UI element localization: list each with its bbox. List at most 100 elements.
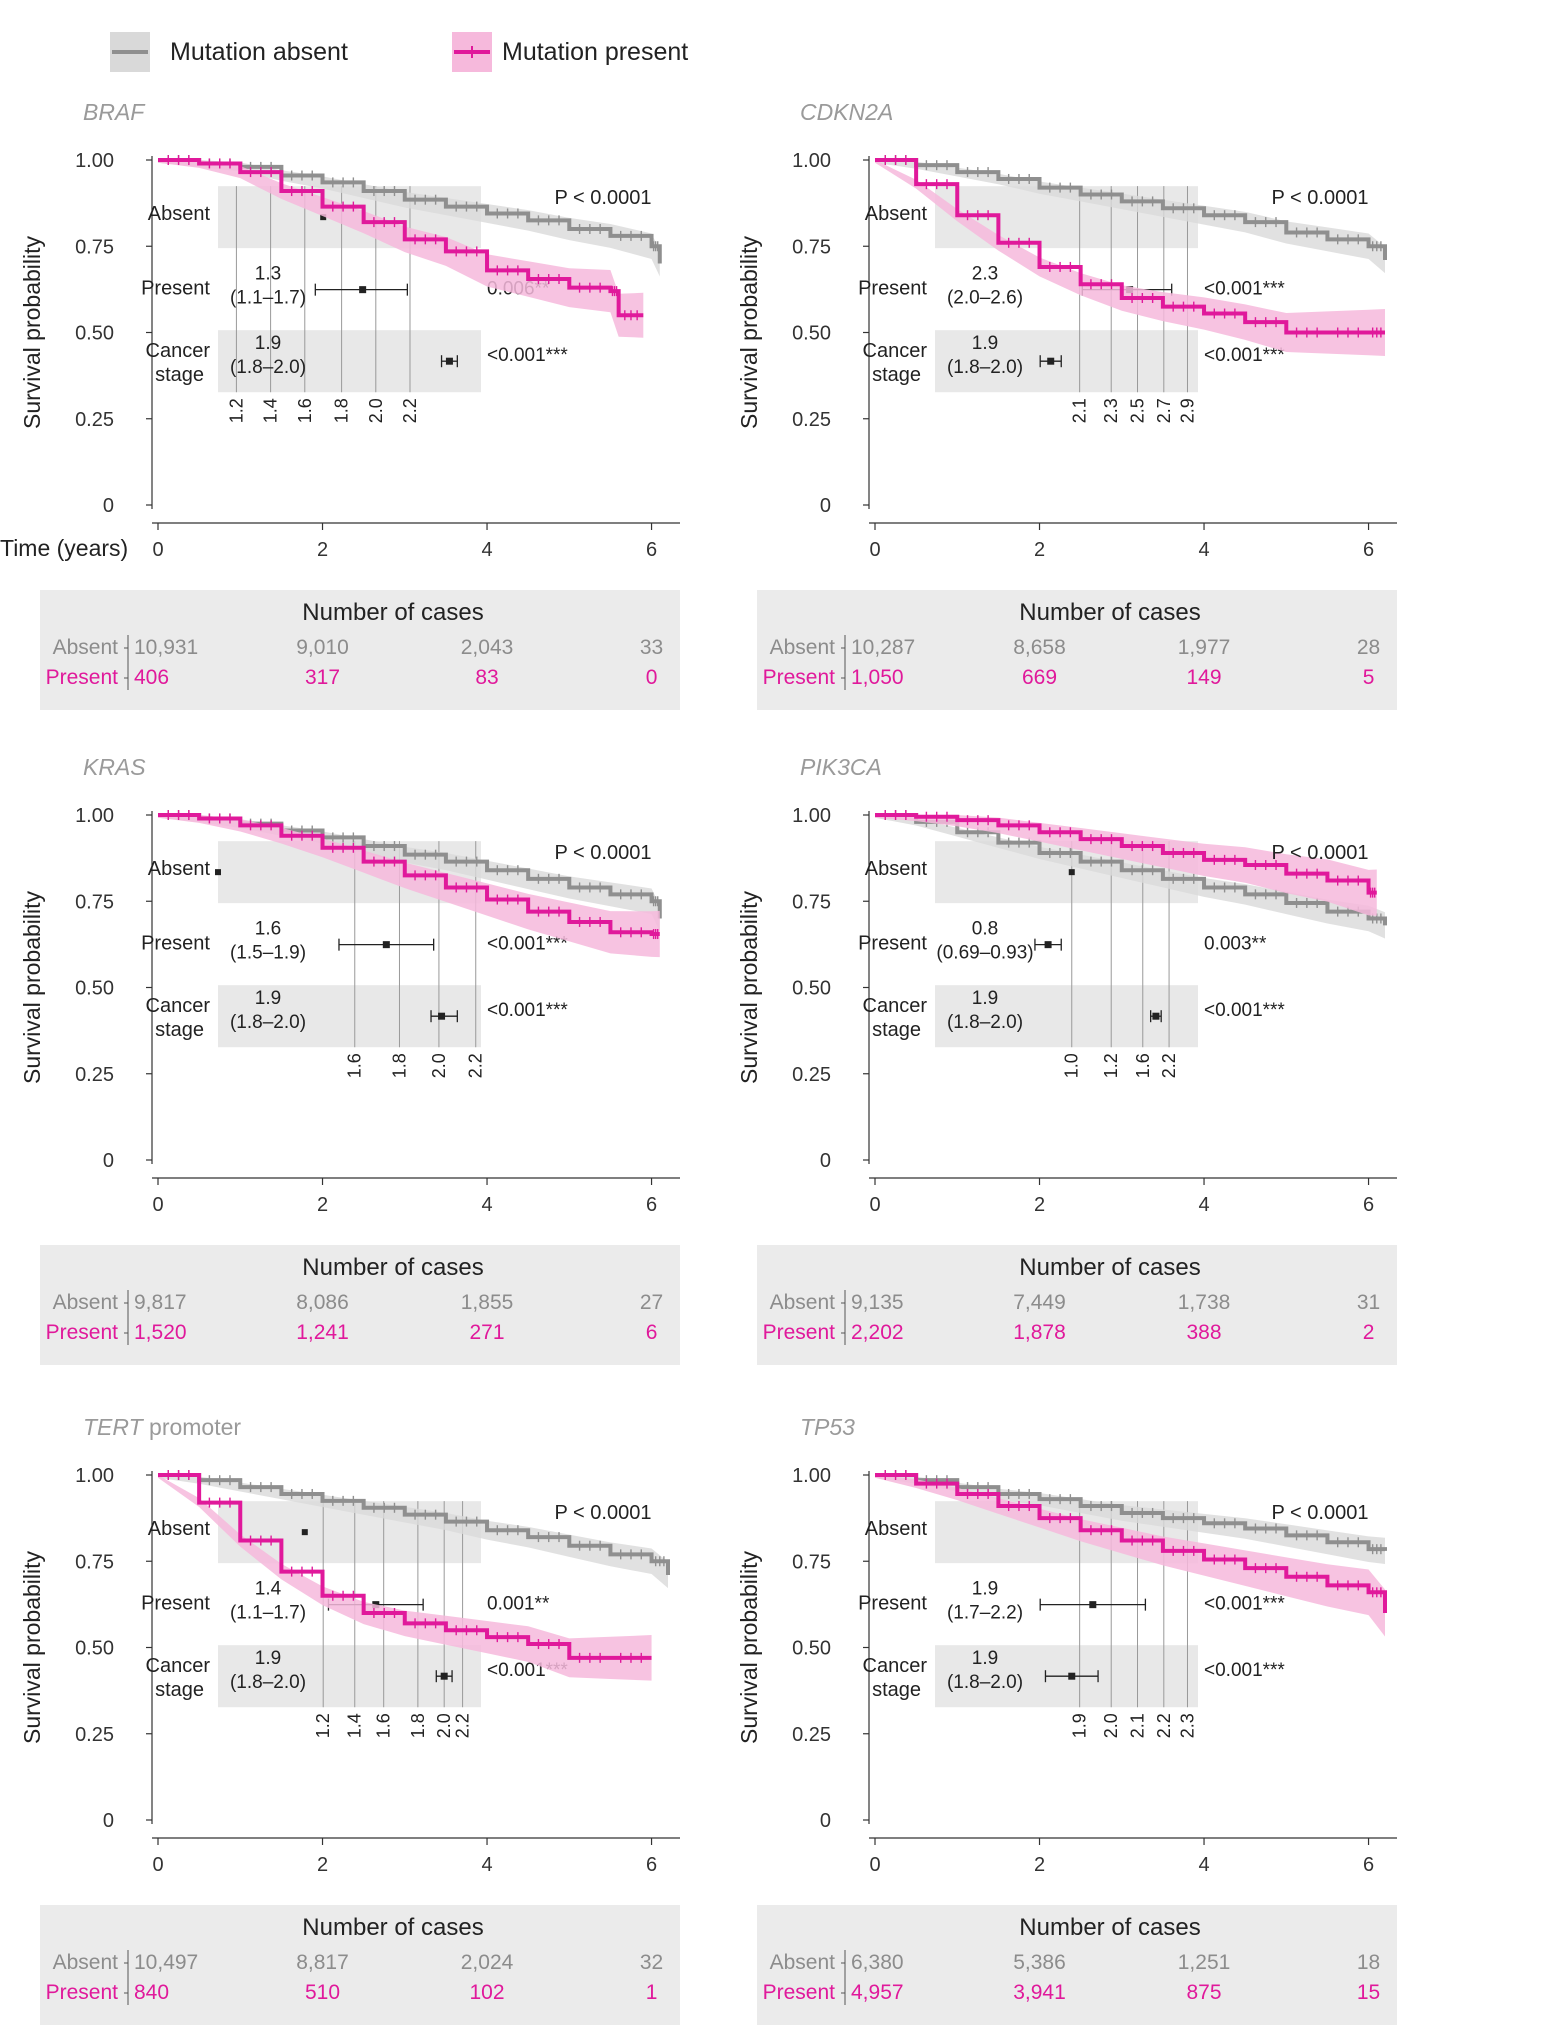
stage-hr: 1.9 (255, 988, 281, 1009)
x-tick-label: 0 (869, 539, 880, 561)
number-of-cases-table: Number of cases Absent Present 10,497 8,817 2… (40, 1905, 680, 2025)
forest-tick-label: 2.1 (1128, 1713, 1148, 1738)
y-axis-label: Survival probability (19, 890, 45, 1084)
table-absent-value: 1,738 (1178, 1291, 1231, 1314)
table-absent-value: 10,931 (134, 636, 198, 659)
number-of-cases-table: Number of cases Absent Present 9,135 7,449 1,… (757, 1245, 1397, 1365)
table-background (40, 1905, 680, 2025)
survival-line-present (158, 1473, 652, 1660)
y-axis-label: Survival probability (19, 1550, 45, 1744)
stage-ci: (1.8–2.0) (230, 1012, 306, 1033)
y-axis-label: Survival probability (736, 890, 762, 1084)
table-background (757, 1245, 1397, 1365)
x-tick-label: 4 (481, 1194, 492, 1216)
ci-band-present (158, 815, 660, 958)
y-tick-label: 1.00 (792, 150, 831, 172)
x-tick-label: 6 (1363, 539, 1374, 561)
x-tick-label: 6 (1363, 1854, 1374, 1876)
table-title: Number of cases (1019, 1254, 1200, 1281)
stage-hr: 1.9 (972, 988, 998, 1009)
stage-point (440, 1672, 448, 1680)
x-tick-label: 4 (1198, 1854, 1209, 1876)
x-tick-label: 2 (1034, 1194, 1045, 1216)
forest-label-absent: Absent (148, 203, 211, 225)
number-of-cases-table: Number of cases Absent Present 10,931 9,010 2… (40, 590, 680, 710)
forest-tick-label: 1.8 (408, 1713, 428, 1738)
table-absent-value: 31 (1357, 1291, 1380, 1314)
table-present-value: 1,241 (296, 1321, 349, 1344)
x-tick-label: 0 (152, 1194, 163, 1216)
p-value: P < 0.0001 (555, 842, 652, 864)
present-point (1089, 1601, 1097, 1609)
table-background (40, 590, 680, 710)
y-tick-label: 0.75 (75, 236, 114, 258)
forest-label-present: Present (141, 933, 210, 955)
x-tick-label: 2 (1034, 1854, 1045, 1876)
table-present-value: 2,202 (851, 1321, 904, 1344)
absent-point (301, 1529, 308, 1536)
y-tick-label: 1.00 (792, 805, 831, 827)
table-absent-value: 8,817 (296, 1951, 349, 1974)
table-absent-value: 10,497 (134, 1951, 198, 1974)
stage-pvalue: <0.001*** (487, 1000, 568, 1021)
gene-title: CDKN2A (800, 99, 893, 125)
y-axis-label: Survival probability (736, 1550, 762, 1744)
stage-ci: (1.8–2.0) (230, 1672, 306, 1693)
x-tick-label: 4 (1198, 539, 1209, 561)
present-hr: 1.4 (255, 1579, 282, 1600)
stage-pvalue: <0.001*** (1204, 1660, 1285, 1681)
table-label-absent: Absent (770, 1951, 836, 1974)
forest-tick-label: 2.2 (1159, 1053, 1179, 1078)
table-background (757, 590, 1397, 710)
table-present-value: 406 (134, 666, 169, 689)
present-ci: (0.69–0.93) (936, 943, 1033, 964)
y-tick-label: 0.75 (792, 891, 831, 913)
x-tick-label: 6 (646, 1194, 657, 1216)
table-present-value: 0 (646, 666, 658, 689)
stage-ci: (1.8–2.0) (230, 357, 306, 378)
stage-pvalue: <0.001*** (1204, 345, 1285, 366)
absent-point (215, 869, 221, 876)
gene-title: TERT promoter (83, 1414, 241, 1440)
x-tick-label: 2 (317, 1194, 328, 1216)
table-absent-value: 9,817 (134, 1291, 187, 1314)
forest-tick-label: 2.2 (1154, 1713, 1174, 1738)
table-label-present: Present (763, 666, 836, 689)
ci-band-present (158, 160, 644, 338)
gene-suffix: promoter (143, 1414, 242, 1440)
table-present-value: 83 (475, 666, 498, 689)
x-tick-label: 2 (317, 539, 328, 561)
table-label-absent: Absent (770, 1291, 836, 1314)
y-tick-label: 0 (103, 1150, 114, 1172)
table-title: Number of cases (1019, 599, 1200, 626)
table-absent-value: 6,380 (851, 1951, 904, 1974)
y-tick-label: 0 (103, 495, 114, 517)
forest-tick-label: 1.6 (345, 1053, 365, 1078)
stage-hr: 1.9 (255, 1648, 281, 1669)
forest-label-stage: Cancer (863, 1655, 928, 1677)
chart-panel-pik3ca: PIK3CA 1.00 0.75 0.50 0.25 0 0 2 4 6 Survival prob… (736, 754, 1397, 1365)
p-value: P < 0.0001 (555, 187, 652, 209)
present-hr: 1.6 (255, 919, 281, 940)
chart-panel-tp53: TP53 1.00 0.75 0.50 0.25 0 0 2 4 6 Survival probab… (736, 1414, 1397, 2025)
forest-label-present: Present (858, 1593, 927, 1615)
table-present-value: 510 (305, 1981, 340, 2004)
p-value: P < 0.0001 (555, 1502, 652, 1524)
survival-line-absent (875, 158, 1387, 261)
y-tick-label: 1.00 (75, 1465, 114, 1487)
forest-label-stage: Cancer (863, 995, 928, 1017)
y-tick-label: 0.25 (75, 1724, 114, 1746)
forest-label-absent: Absent (865, 203, 928, 225)
table-absent-value: 33 (640, 636, 663, 659)
table-label-present: Present (46, 1981, 119, 2004)
present-pvalue: <0.001*** (1204, 1594, 1285, 1615)
forest-label-stage2: stage (155, 364, 204, 386)
survival-line-absent (875, 813, 1387, 926)
ci-band-present (158, 1475, 652, 1681)
table-absent-value: 8,658 (1013, 636, 1066, 659)
forest-label-present: Present (858, 933, 927, 955)
forest-label-present: Present (141, 1593, 210, 1615)
table-present-value: 5 (1363, 666, 1375, 689)
present-pvalue: 0.003** (1204, 934, 1267, 955)
